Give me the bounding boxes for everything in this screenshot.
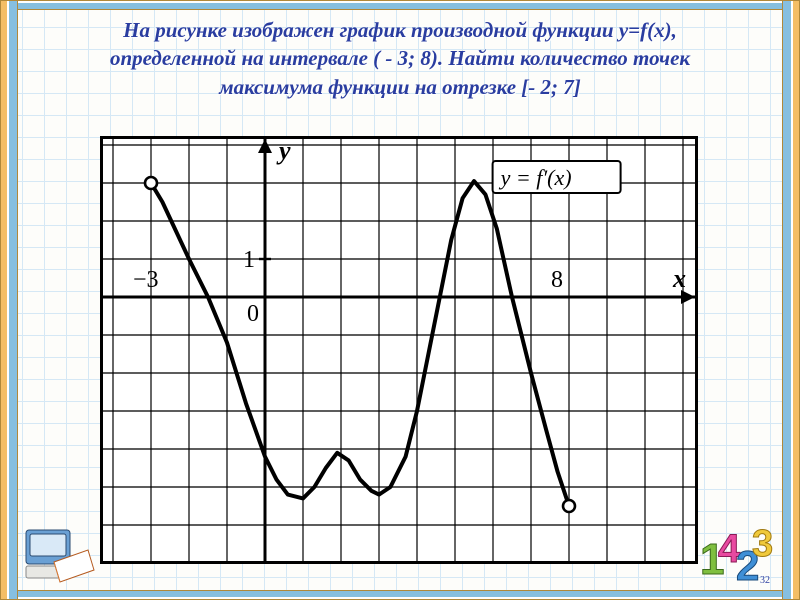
page-number: 32 [760, 575, 770, 586]
title-line-2: определенной на интервале ( - 3; 8). Най… [110, 46, 690, 70]
title-line-1: На рисунке изображен график производной … [123, 18, 677, 42]
slide-title: На рисунке изображен график производной … [30, 16, 770, 101]
svg-text:x: x [672, 264, 686, 293]
title-line-3: максимума функции на отрезке [- 2; 7] [219, 75, 581, 99]
svg-text:−3: −3 [133, 267, 159, 293]
chart-svg: y x 0 −3 8 1 y = f′(x) [103, 139, 695, 561]
svg-text:3: 3 [752, 523, 773, 565]
frame-right [782, 0, 800, 600]
svg-text:y: y [276, 139, 291, 165]
frame-left [0, 0, 18, 600]
svg-text:8: 8 [551, 267, 563, 293]
book-decoration-icon [24, 522, 96, 586]
svg-text:1: 1 [243, 247, 255, 273]
frame-top [0, 0, 800, 10]
svg-text:0: 0 [247, 301, 259, 327]
svg-text:y = f′(x): y = f′(x) [499, 165, 572, 190]
chart-container: y x 0 −3 8 1 y = f′(x) [100, 136, 698, 564]
frame-bottom [0, 590, 800, 600]
